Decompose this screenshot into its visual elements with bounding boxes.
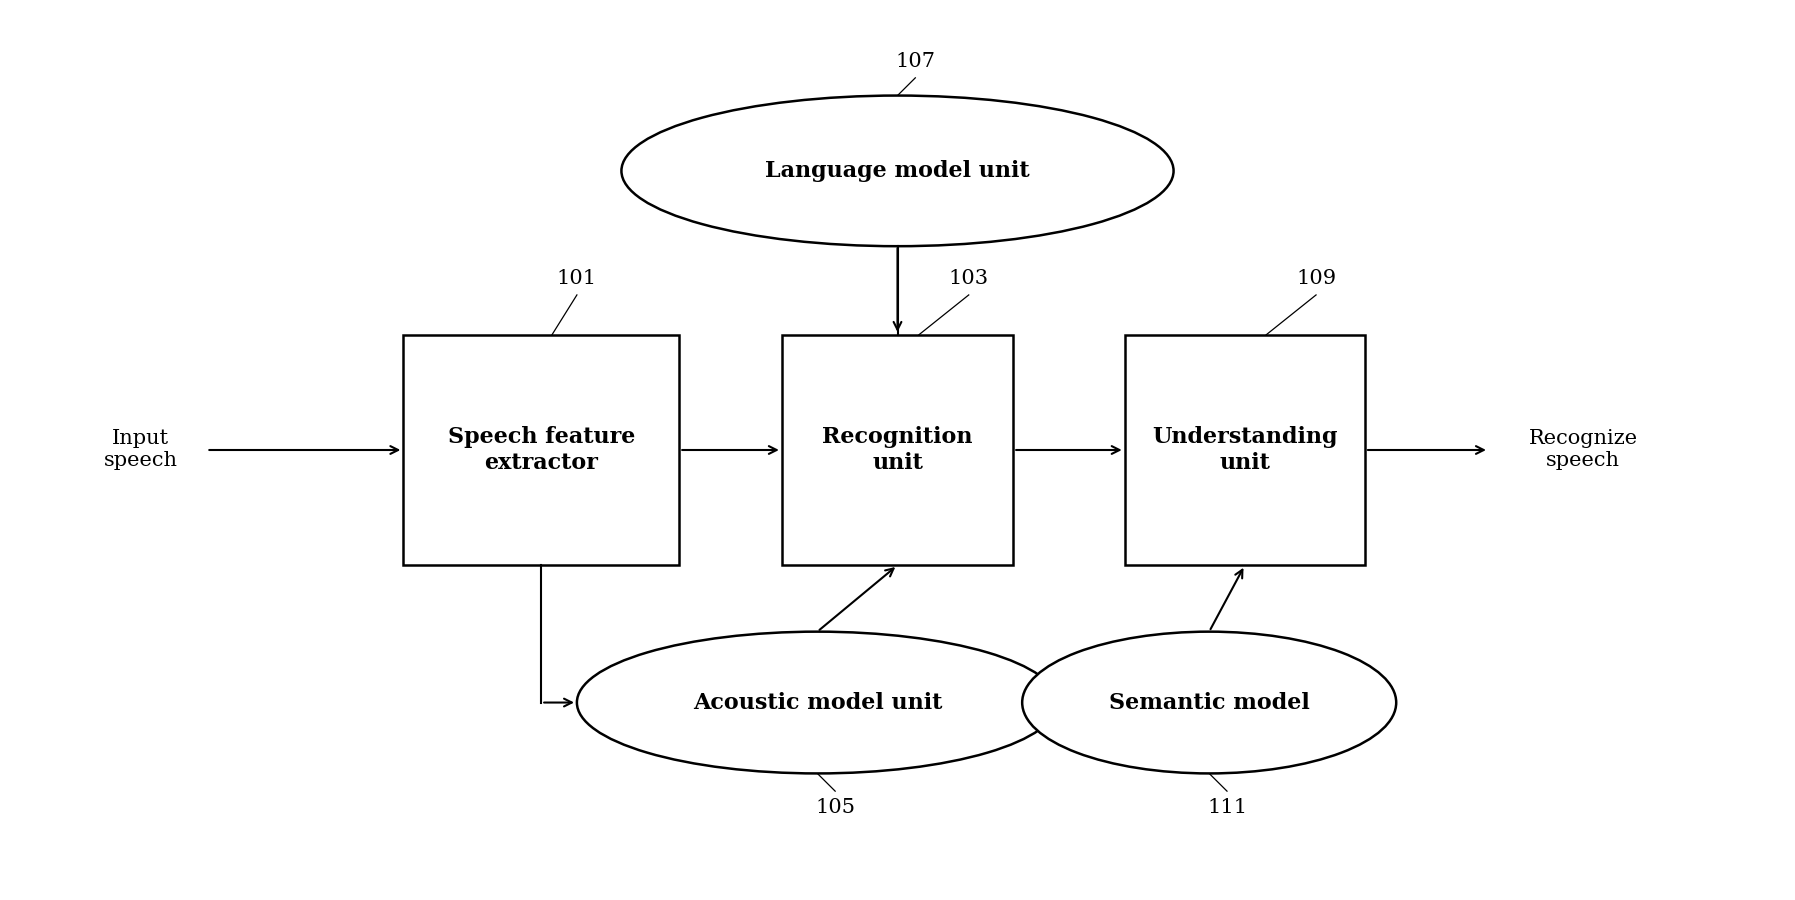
Text: 107: 107	[896, 51, 935, 71]
Text: 111: 111	[1206, 798, 1248, 817]
Text: Language model unit: Language model unit	[765, 160, 1030, 182]
Text: 101: 101	[556, 269, 598, 288]
Text: Input
speech: Input speech	[104, 429, 178, 471]
Text: Recognition
unit: Recognition unit	[822, 427, 973, 473]
Text: 109: 109	[1296, 269, 1335, 288]
Text: Semantic model: Semantic model	[1109, 691, 1310, 714]
Text: 103: 103	[950, 269, 989, 288]
Ellipse shape	[1021, 632, 1397, 773]
Text: Acoustic model unit: Acoustic model unit	[693, 691, 942, 714]
FancyBboxPatch shape	[404, 335, 679, 565]
Text: Speech feature
extractor: Speech feature extractor	[447, 427, 635, 473]
FancyBboxPatch shape	[783, 335, 1012, 565]
FancyBboxPatch shape	[1125, 335, 1364, 565]
Text: Understanding
unit: Understanding unit	[1152, 427, 1337, 473]
Text: 105: 105	[815, 798, 854, 817]
Ellipse shape	[621, 95, 1174, 247]
Ellipse shape	[576, 632, 1057, 773]
Text: Recognize
speech: Recognize speech	[1529, 429, 1637, 471]
